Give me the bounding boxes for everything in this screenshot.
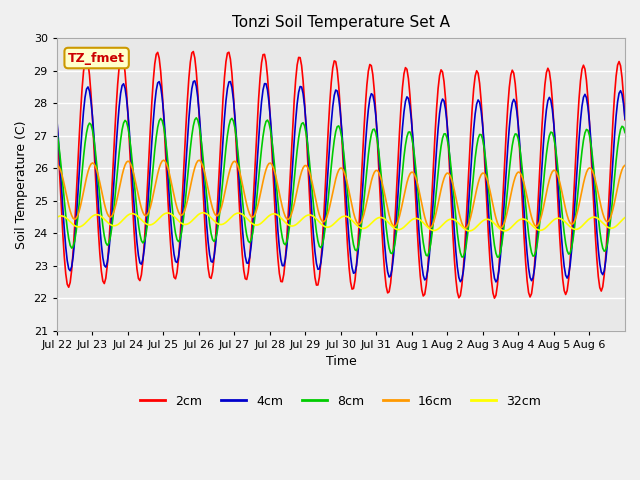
Legend: 2cm, 4cm, 8cm, 16cm, 32cm: 2cm, 4cm, 8cm, 16cm, 32cm xyxy=(136,390,547,413)
Title: Tonzi Soil Temperature Set A: Tonzi Soil Temperature Set A xyxy=(232,15,450,30)
Text: TZ_fmet: TZ_fmet xyxy=(68,51,125,64)
Y-axis label: Soil Temperature (C): Soil Temperature (C) xyxy=(15,120,28,249)
X-axis label: Time: Time xyxy=(326,355,356,369)
